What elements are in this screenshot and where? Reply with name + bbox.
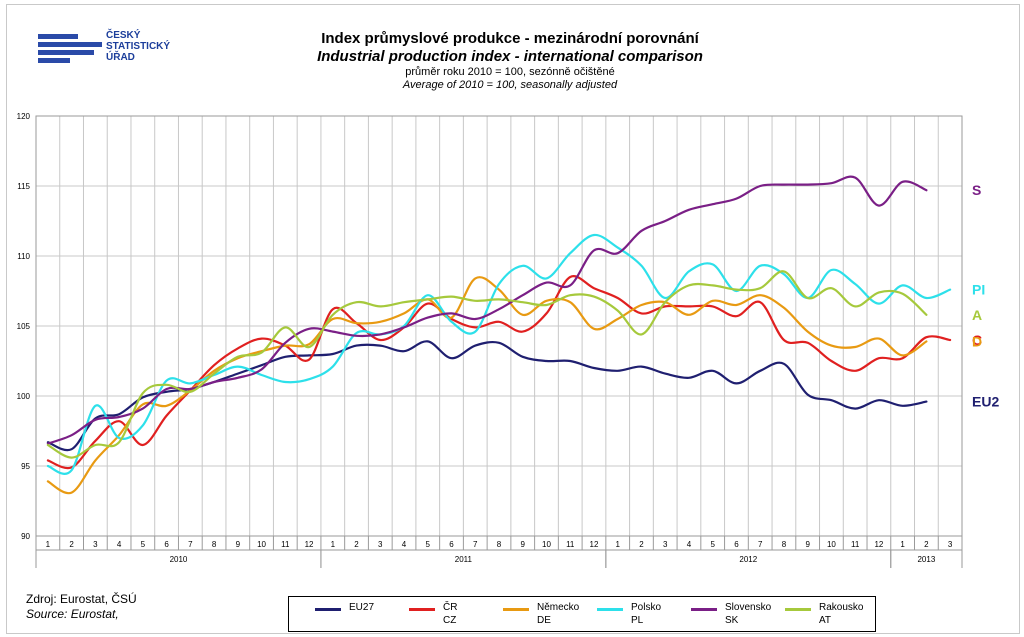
y-tick-label: 90 bbox=[21, 532, 30, 541]
legend-label: Polsko bbox=[631, 602, 662, 613]
series-end-label: D bbox=[972, 333, 982, 349]
month-tick-label: 3 bbox=[378, 540, 383, 549]
month-tick-label: 6 bbox=[449, 540, 454, 549]
legend-swatch bbox=[315, 608, 341, 611]
source-cz: Zdroj: Eurostat, ČSÚ bbox=[26, 592, 137, 606]
legend-code: CZ bbox=[443, 615, 457, 626]
legend-code: SK bbox=[725, 615, 739, 626]
month-tick-label: 5 bbox=[426, 540, 431, 549]
subtitle-cz: průměr roku 2010 = 100, sezónně očištěné bbox=[405, 66, 615, 78]
czso-logo: ČESKÝ STATISTICKÝ ÚŘAD bbox=[38, 30, 188, 70]
month-tick-label: 3 bbox=[948, 540, 953, 549]
month-tick-label: 10 bbox=[827, 540, 836, 549]
legend-code: AT bbox=[819, 615, 832, 626]
legend-item: Německo DE bbox=[497, 601, 591, 629]
month-tick-label: 11 bbox=[851, 540, 860, 549]
series-line-at bbox=[46, 270, 928, 459]
series-end-label: C bbox=[972, 332, 982, 348]
month-tick-label: 3 bbox=[93, 540, 98, 549]
month-tick-label: 2 bbox=[924, 540, 929, 549]
legend-item: EU27 bbox=[309, 601, 403, 629]
month-tick-label: 7 bbox=[188, 540, 193, 549]
series-end-label: S bbox=[972, 182, 981, 198]
month-tick-label: 9 bbox=[521, 540, 526, 549]
title-en: Industrial production index - internatio… bbox=[317, 48, 703, 65]
source-note: Zdroj: Eurostat, ČSÚ Source: Eurostat, bbox=[26, 592, 137, 622]
month-tick-label: 4 bbox=[402, 540, 407, 549]
month-tick-label: 11 bbox=[566, 540, 575, 549]
month-tick-label: 8 bbox=[782, 540, 787, 549]
logo-text: ČESKÝ STATISTICKÝ ÚŘAD bbox=[106, 30, 171, 63]
month-tick-label: 5 bbox=[710, 540, 715, 549]
year-label: 2012 bbox=[739, 555, 757, 564]
y-tick-label: 95 bbox=[21, 462, 30, 471]
series-end-label: EU2 bbox=[972, 394, 999, 410]
month-tick-label: 6 bbox=[164, 540, 169, 549]
legend-swatch bbox=[503, 608, 529, 611]
y-tick-label: 100 bbox=[17, 392, 31, 401]
title-cz: Index průmyslové produkce - mezinárodní … bbox=[321, 30, 699, 47]
y-tick-label: 115 bbox=[17, 182, 30, 191]
series-end-label: A bbox=[972, 307, 982, 323]
legend-swatch bbox=[597, 608, 623, 611]
month-tick-label: 7 bbox=[758, 540, 763, 549]
chart-frame bbox=[6, 4, 1020, 634]
series-line-pl bbox=[46, 233, 952, 475]
series-line-cz bbox=[46, 275, 952, 470]
legend-item: ČR CZ bbox=[403, 601, 497, 629]
month-tick-label: 7 bbox=[473, 540, 478, 549]
legend-label: Rakousko bbox=[819, 602, 864, 613]
subtitle-en: Average of 2010 = 100, seasonally adjust… bbox=[402, 79, 618, 91]
series-end-label: PI bbox=[972, 282, 985, 298]
month-tick-label: 2 bbox=[639, 540, 644, 549]
month-tick-label: 6 bbox=[734, 540, 739, 549]
y-tick-label: 110 bbox=[17, 252, 30, 261]
legend-label: EU27 bbox=[349, 602, 375, 613]
month-tick-label: 1 bbox=[46, 540, 51, 549]
year-label: 2010 bbox=[170, 555, 188, 564]
month-tick-label: 4 bbox=[117, 540, 122, 549]
month-tick-label: 1 bbox=[900, 540, 905, 549]
legend-swatch bbox=[785, 608, 811, 611]
year-label: 2013 bbox=[917, 555, 935, 564]
legend-item: Polsko PL bbox=[591, 601, 685, 629]
month-tick-label: 10 bbox=[542, 540, 551, 549]
legend-label: Německo bbox=[537, 602, 580, 613]
month-tick-label: 3 bbox=[663, 540, 668, 549]
month-tick-label: 8 bbox=[212, 540, 217, 549]
month-tick-label: 10 bbox=[257, 540, 266, 549]
month-tick-label: 4 bbox=[687, 540, 692, 549]
y-tick-label: 120 bbox=[17, 112, 31, 121]
month-tick-label: 2 bbox=[354, 540, 359, 549]
month-tick-label: 12 bbox=[874, 540, 883, 549]
month-tick-label: 12 bbox=[305, 540, 314, 549]
year-label: 2011 bbox=[455, 555, 473, 564]
month-tick-label: 5 bbox=[141, 540, 146, 549]
month-tick-label: 12 bbox=[590, 540, 599, 549]
legend-swatch bbox=[691, 608, 717, 611]
legend-code: DE bbox=[537, 615, 551, 626]
y-tick-label: 105 bbox=[17, 322, 31, 331]
month-tick-label: 9 bbox=[236, 540, 241, 549]
month-tick-label: 8 bbox=[497, 540, 502, 549]
month-tick-label: 1 bbox=[615, 540, 620, 549]
logo-mark bbox=[38, 34, 102, 64]
legend-code: PL bbox=[631, 615, 644, 626]
month-tick-label: 2 bbox=[69, 540, 74, 549]
month-tick-label: 9 bbox=[805, 540, 810, 549]
plot-area bbox=[35, 115, 963, 537]
source-en: Source: Eurostat, bbox=[26, 607, 119, 621]
legend-item: Rakousko AT bbox=[779, 601, 873, 629]
legend-label: Slovensko bbox=[725, 602, 772, 613]
legend-swatch bbox=[409, 608, 435, 611]
chart-legend: EU27 ČR CZ Německo DE Polsko PL Slovensko SK Rako… bbox=[288, 596, 876, 632]
month-tick-label: 11 bbox=[281, 540, 290, 549]
series-line-sk bbox=[46, 175, 928, 445]
month-tick-label: 1 bbox=[331, 540, 336, 549]
legend-label: ČR bbox=[443, 602, 458, 613]
legend-item: Slovensko SK bbox=[685, 601, 779, 629]
chart-titles: Index průmyslové produkce - mezinárodní … bbox=[270, 30, 750, 92]
